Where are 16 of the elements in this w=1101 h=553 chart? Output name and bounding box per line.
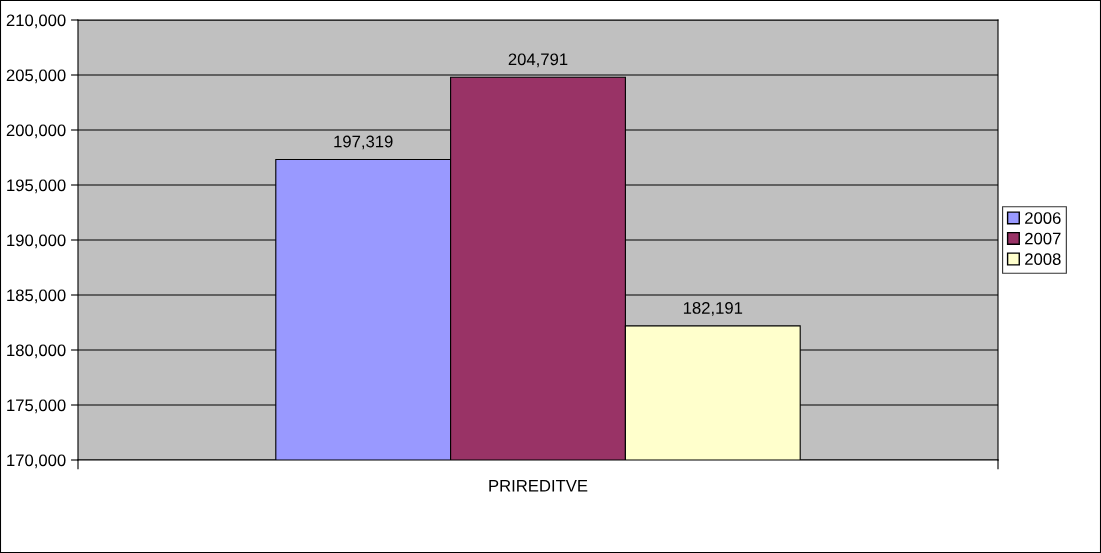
legend-label: 2006 <box>1025 212 1061 224</box>
data-label: 204,791 <box>508 53 568 68</box>
y-tick-label: 190,000 <box>7 234 66 249</box>
data-label: 182,191 <box>683 302 743 316</box>
y-tick-label: 195,000 <box>7 179 66 194</box>
legend-label: 2007 <box>1025 232 1061 245</box>
y-tick-label: 205,000 <box>6 69 66 84</box>
y-tick-label: 180,000 <box>7 344 66 359</box>
y-tick-label: 200,000 <box>6 124 66 139</box>
legend-label: 2008 <box>1025 253 1061 266</box>
y-tick-label: 175,000 <box>7 399 66 414</box>
y-tick-label: 170,000 <box>7 454 66 469</box>
y-tick-label: 185,000 <box>7 289 66 304</box>
data-label: 197,319 <box>334 135 393 150</box>
x-tick-label: PRIREDITVE <box>489 480 588 492</box>
y-tick-label: 210,000 <box>6 14 66 29</box>
